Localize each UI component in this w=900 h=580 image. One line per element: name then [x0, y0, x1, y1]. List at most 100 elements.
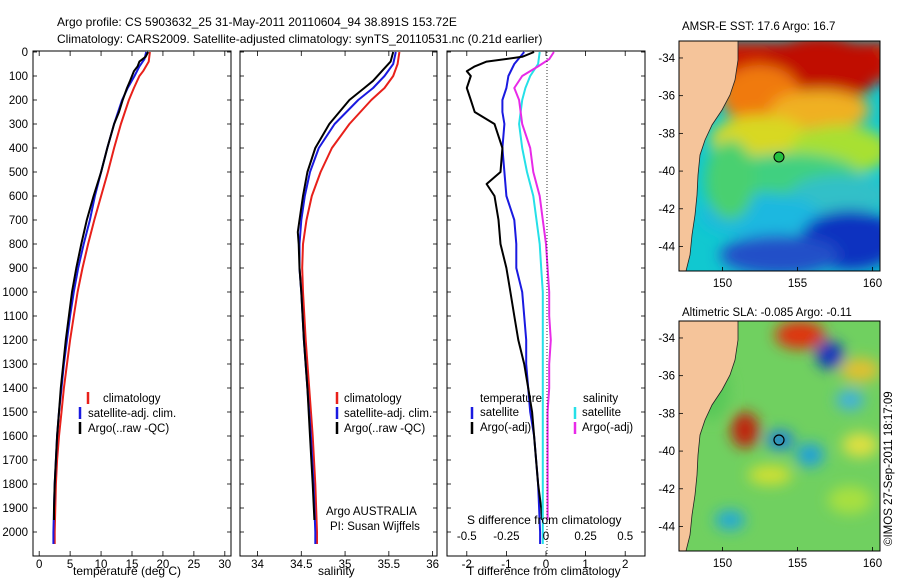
- map-lon-tick-label: 150: [713, 558, 732, 570]
- salinity-legend: climatology satellite-adj. clim. Argo(..…: [335, 392, 432, 435]
- sst-map-ticks: 150 155 160 -34 -36 -38 -40 -42 -44: [658, 53, 882, 290]
- depth-tick-label: 1100: [3, 311, 28, 323]
- sst-map-title: AMSR-E SST: 17.6 Argo: 16.7: [682, 21, 835, 33]
- legend-label-climatology: climatology: [344, 393, 402, 405]
- sla-map-title: Altimetric SLA: -0.085 Argo: -0.11: [682, 307, 852, 319]
- map-lat-tick-label: -36: [658, 371, 675, 383]
- map-lat-tick-label: -44: [658, 521, 675, 533]
- sla-map-frame: [678, 320, 881, 552]
- x-tick-label: 1: [582, 559, 588, 571]
- series-line-temperature-argo-adj-: [465, 51, 543, 521]
- series-line-climatology: [53, 51, 151, 544]
- s-diff-tick-label: 0: [543, 531, 549, 543]
- map-lat-tick-label: -34: [658, 53, 675, 65]
- temperature-panel-frame: [32, 50, 232, 557]
- depth-tick-label: 500: [9, 167, 28, 179]
- map-lon-tick-label: 160: [863, 558, 882, 570]
- series-line-temperature-satellite: [501, 51, 542, 544]
- sst-map: [679, 41, 880, 271]
- depth-tick-label: 0: [22, 47, 28, 59]
- figure-title-line1: Argo profile: CS 5903632_25 31-May-2011 …: [57, 15, 457, 29]
- legend-label-satellite: satellite-adj. clim.: [88, 408, 176, 420]
- depth-tick-label: 1300: [2, 359, 28, 371]
- legend-label-argo: Argo(..raw -QC): [344, 423, 425, 435]
- x-tick-label: 0: [36, 559, 42, 571]
- t-difference-axis-label: T difference from climatology: [467, 564, 621, 578]
- depth-tick-label: 400: [9, 143, 28, 155]
- difference-legend: temperature satellite Argo(-adj) salinit…: [470, 393, 633, 434]
- sla-map: [679, 321, 880, 551]
- sla-map-ticks: 150 155 160 -34 -36 -38 -40 -42 -44: [658, 333, 882, 570]
- series-line-climatology: [301, 51, 401, 544]
- temperature-series-group: [52, 51, 151, 544]
- series-line-salinity-argo-adj-: [513, 51, 555, 520]
- depth-tick-label: 600: [9, 191, 28, 203]
- map-lon-tick-label: 155: [788, 278, 807, 290]
- series-line-argo-raw-qc-: [53, 51, 149, 520]
- legend-title-temperature: temperature: [480, 393, 542, 405]
- s-diff-tick-label: -0.5: [457, 531, 477, 543]
- map-lat-tick-label: -38: [658, 408, 675, 420]
- timestamp-stamp: ©IMOS 27-Sep-2011 18:17:09: [883, 391, 895, 546]
- map-lat-tick-label: -38: [658, 128, 675, 140]
- depth-axis: 0 100 200 300 400 500 600 700 800 900 1000 1100 1200…: [2, 47, 645, 539]
- map-lat-tick-label: -42: [658, 484, 675, 496]
- depth-tick-label: 2000: [2, 527, 28, 539]
- legend-label-sal-argo: Argo(-adj): [582, 422, 633, 434]
- s-diff-tick-label: 0.5: [617, 531, 633, 543]
- series-line-argo-raw-qc-: [296, 51, 395, 521]
- legend-label-temp-argo: Argo(-adj): [480, 422, 531, 434]
- depth-tick-label: 300: [9, 119, 28, 131]
- salinity-panel-frame: [239, 50, 438, 557]
- depth-tick-label: 200: [9, 95, 28, 107]
- depth-tick-label: 1600: [2, 431, 28, 443]
- depth-tick-label: 900: [9, 263, 28, 275]
- legend-label-climatology: climatology: [103, 393, 161, 405]
- map-lat-tick-label: -34: [658, 333, 675, 345]
- x-tick-label: 15: [126, 559, 139, 571]
- x-tick-label: 25: [187, 559, 200, 571]
- legend-title-salinity: salinity: [583, 393, 618, 405]
- s-diff-tick-label: 0.25: [574, 531, 596, 543]
- x-tick-label: 35.5: [378, 559, 400, 571]
- agency-credit: Argo AUSTRALIA: [326, 506, 417, 518]
- x-tick-label: 34: [251, 559, 264, 571]
- series-line-salinity-satellite: [518, 51, 544, 544]
- legend-label-temp-satellite: satellite: [480, 407, 519, 419]
- pi-credit: PI: Susan Wijffels: [330, 521, 420, 533]
- depth-tick-label: 1800: [2, 479, 28, 491]
- map-lat-tick-label: -40: [658, 446, 675, 458]
- depth-tick-label: 1700: [2, 455, 28, 467]
- map-lat-tick-label: -42: [658, 204, 675, 216]
- depth-tick-label: 100: [9, 71, 28, 83]
- temperature-legend: climatology satellite-adj. clim. Argo(..…: [78, 392, 176, 435]
- map-lat-tick-label: -44: [658, 241, 675, 253]
- map-lon-tick-label: 160: [863, 278, 882, 290]
- x-tick-label: 5: [67, 559, 73, 571]
- x-tick-label: -1: [501, 559, 511, 571]
- x-tick-label: 30: [218, 559, 231, 571]
- x-tick-label: -2: [462, 559, 472, 571]
- x-tick-label: 20: [157, 559, 170, 571]
- difference-panel-frame: [446, 50, 646, 557]
- x-tick-label: 35: [339, 559, 352, 571]
- map-lat-tick-label: -40: [658, 166, 675, 178]
- x-tick-label: 0: [543, 559, 549, 571]
- depth-tick-label: 1200: [2, 335, 28, 347]
- sst-map-frame: [678, 40, 881, 272]
- x-tick-label: 10: [95, 559, 108, 571]
- map-lon-tick-label: 150: [713, 278, 732, 290]
- depth-tick-label: 700: [9, 215, 28, 227]
- s-diff-tick-label: -0.25: [493, 531, 519, 543]
- depth-tick-label: 1000: [2, 287, 28, 299]
- depth-tick-label: 1500: [2, 407, 28, 419]
- x-axis-ticks: 0 5 10 15 20 25 30 34 34.5 35 35.5 36 -2 -1 0 1 2 -0.5 -0.…: [36, 51, 633, 571]
- x-tick-label: 2: [622, 559, 628, 571]
- salinity-axis-label: salinity: [318, 564, 355, 578]
- s-difference-axis-label: S difference from climatology: [467, 513, 622, 527]
- x-tick-label: 36: [426, 559, 439, 571]
- legend-label-argo: Argo(..raw -QC): [88, 423, 169, 435]
- map-lon-tick-label: 155: [788, 558, 807, 570]
- legend-label-sal-satellite: satellite: [582, 407, 621, 419]
